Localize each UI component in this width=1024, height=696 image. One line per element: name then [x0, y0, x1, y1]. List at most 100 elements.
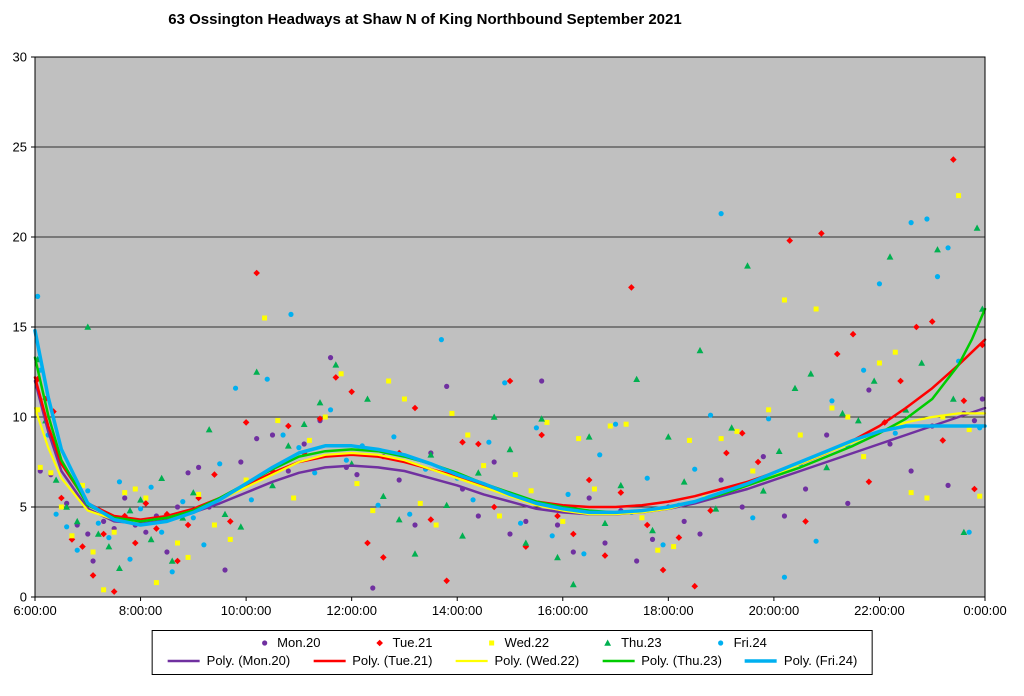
scatter-point	[697, 531, 703, 537]
scatter-point	[412, 522, 418, 528]
legend-item-Poly.-Thu.23-: Poly. (Thu.23)	[601, 653, 722, 668]
scatter-point	[824, 432, 830, 438]
scatter-point	[490, 413, 498, 420]
scatter-point	[960, 397, 968, 405]
scatter-point	[823, 463, 831, 471]
scatter-point	[892, 430, 898, 436]
scatter-point	[897, 377, 904, 385]
scatter-point	[127, 556, 133, 562]
scatter-point	[301, 441, 307, 447]
scatter-point	[728, 424, 736, 431]
scatter-point	[63, 503, 71, 510]
scatter-point	[845, 500, 851, 506]
scatter-point	[122, 490, 128, 496]
scatter-point	[475, 440, 482, 448]
scatter-point	[316, 415, 324, 423]
scatter-point	[617, 481, 625, 489]
scatter-point	[945, 245, 951, 251]
scatter-point	[354, 472, 360, 478]
scatter-point	[137, 496, 144, 503]
scatter-point	[306, 437, 312, 443]
scatter-point	[696, 346, 704, 354]
scatter-point	[924, 495, 930, 501]
x-tick-label: 20:00:00	[749, 603, 800, 618]
scatter-point	[116, 479, 123, 485]
scatter-point	[928, 318, 936, 325]
scatter-point	[607, 423, 613, 429]
scatter-point	[132, 486, 138, 492]
line-swatch-icon	[455, 659, 488, 662]
scatter-point	[940, 414, 946, 420]
scatter-point	[332, 374, 340, 381]
scatter-point	[522, 539, 530, 546]
scatter-point	[174, 557, 181, 565]
scatter-point	[105, 543, 113, 550]
scatter-point	[633, 375, 641, 382]
y-tick-label: 0	[20, 590, 27, 605]
scatter-point	[707, 412, 714, 418]
scatter-point	[269, 432, 276, 438]
chart-title: 63 Ossington Headways at Shaw N of King …	[168, 11, 681, 28]
scatter-point	[512, 472, 518, 478]
legend-item-Fri.24: Fri.24	[714, 635, 767, 650]
scatter-point	[759, 487, 767, 494]
scatter-point	[781, 513, 788, 519]
scatter-point	[966, 529, 972, 535]
scatter-point	[538, 431, 545, 439]
scatter-point	[585, 433, 593, 440]
scatter-point	[327, 355, 334, 361]
scatter-point	[84, 323, 92, 330]
scatter-point	[449, 410, 455, 416]
legend-row-series: Mon.20 Tue.21 Wed.22 Thu.23 Fri.24	[167, 635, 858, 650]
y-tick-label: 30	[13, 50, 27, 65]
scatter-point	[312, 470, 318, 476]
scatter-point	[718, 436, 724, 442]
scatter-point	[411, 404, 419, 412]
x-tick-label: 14:00:00	[432, 603, 483, 618]
scatter-point	[459, 532, 466, 539]
scatter-point	[887, 441, 893, 447]
scatter-point	[386, 378, 392, 384]
scatter-point	[101, 587, 107, 593]
scatter-point	[490, 503, 498, 511]
scatter-point	[807, 370, 815, 377]
scatter-point	[443, 577, 450, 585]
scatter-point	[465, 432, 471, 438]
scatter-point	[833, 350, 841, 358]
scatter-point	[443, 501, 451, 508]
scatter-point	[766, 407, 772, 413]
scatter-point	[142, 500, 150, 507]
scatter-point	[243, 477, 249, 483]
scatter-point	[90, 549, 96, 555]
scatter-point	[248, 497, 254, 503]
scatter-point	[288, 311, 294, 317]
y-tick-label: 10	[13, 410, 27, 425]
scatter-point	[444, 383, 450, 389]
y-tick-label: 20	[13, 230, 27, 245]
scatter-point	[786, 237, 794, 244]
scatter-point	[908, 468, 914, 474]
scatter-point	[217, 461, 223, 467]
scatter-point	[754, 458, 762, 466]
scatter-point	[474, 469, 482, 476]
scatter-point	[570, 530, 577, 538]
scatter-point	[649, 536, 656, 543]
scatter-point	[491, 459, 497, 465]
scatter-point	[549, 533, 555, 539]
scatter-point	[143, 529, 149, 535]
scatter-point	[53, 511, 59, 517]
scatter-point	[664, 433, 672, 440]
scatter-point	[264, 376, 270, 382]
legend-row-trendlines: Poly. (Mon.20) Poly. (Tue.21) Poly. (Wed.2…	[167, 653, 857, 668]
scatter-point	[90, 558, 96, 564]
scatter-point	[934, 246, 941, 253]
scatter-point	[232, 385, 239, 391]
scatter-point	[379, 492, 387, 499]
scatter-point	[775, 447, 783, 454]
scatter-point	[565, 491, 571, 497]
legend-marker	[376, 639, 383, 646]
scatter-point	[253, 269, 260, 277]
scatter-point	[707, 507, 714, 514]
scatter-point	[865, 478, 873, 486]
scatter-point	[121, 512, 129, 520]
